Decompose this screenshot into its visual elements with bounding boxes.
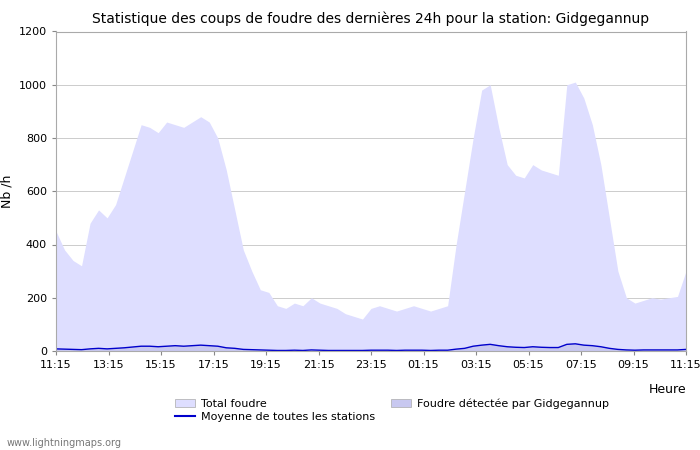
Y-axis label: Nb /h: Nb /h [0,175,13,208]
Text: Heure: Heure [648,383,686,396]
Text: www.lightningmaps.org: www.lightningmaps.org [7,438,122,448]
Title: Statistique des coups de foudre des dernières 24h pour la station: Gidgegannup: Statistique des coups de foudre des dern… [92,12,650,26]
Legend: Total foudre, Moyenne de toutes les stations, Foudre détectée par Gidgegannup: Total foudre, Moyenne de toutes les stat… [175,398,609,422]
